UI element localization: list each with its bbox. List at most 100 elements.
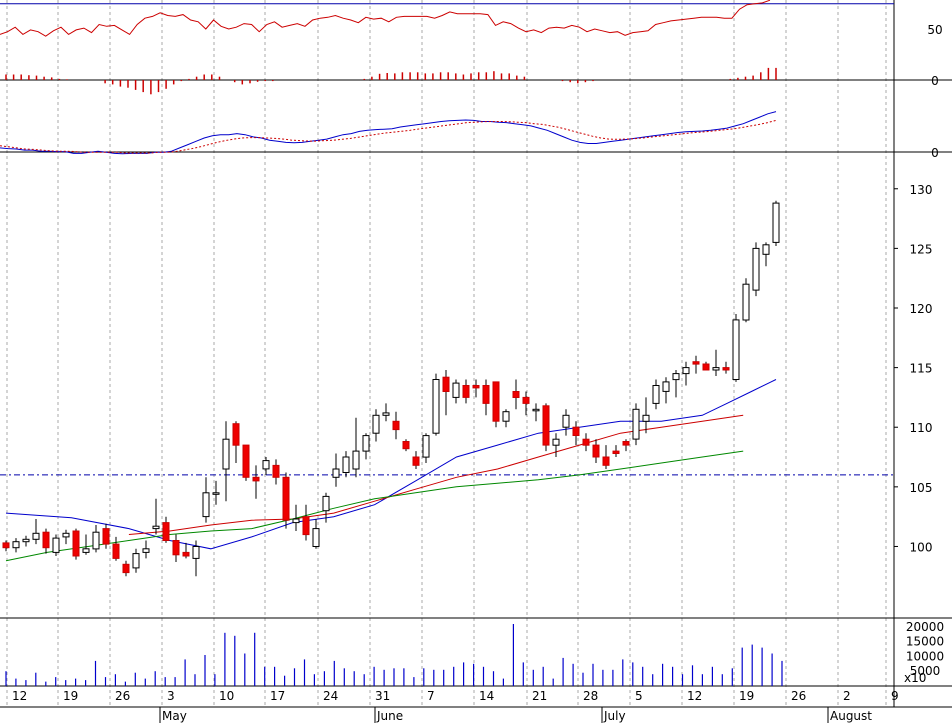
candle-body [222,438,230,470]
candle-body [232,423,240,446]
candle-body [272,464,280,478]
candle-body [152,525,160,530]
candle-body [712,367,720,371]
x-month-label: June [376,709,403,723]
candle-body [722,367,730,371]
candle-body [132,553,140,569]
candle-body [12,541,20,549]
candle-body [442,376,450,393]
candle-body [552,438,560,446]
x-tick-day-label: 12 [687,689,702,703]
candle-body [772,202,780,243]
candle-body [422,435,430,458]
candle-body [252,476,260,482]
candle-body [402,441,410,450]
candle-body [372,414,380,434]
x-tick-day-label: 2 [843,689,851,703]
x-tick-day-label: 21 [532,689,547,703]
macd-panel: 0 [0,111,939,160]
candle-body [102,528,110,545]
candle-body [612,450,620,455]
axis-labels: 12 19 26 3 10 17 24 31 7 14 21 28 5 12 19 26 2 9 May June Ju… [12,689,899,723]
candle-body [702,363,710,371]
volume-multiplier: x10 [904,671,926,685]
candle-body [432,379,440,434]
candle-body [622,441,630,446]
grid-lines [6,0,887,707]
candle-body [282,476,290,521]
candle-body [582,438,590,446]
x-tick-day-label: 19 [63,689,78,703]
candle-body [92,531,100,550]
candle-body [322,495,330,512]
moving-average-line [5,450,744,562]
candle-body [472,385,480,389]
candle-body [162,522,170,541]
macd-histogram-panel: 0 [5,67,939,95]
rsi-tick-50: 50 [927,23,942,37]
macd-signal-line [0,119,777,154]
hist-tick-0: 0 [931,74,939,88]
x-tick-day-label: 7 [427,689,435,703]
volume-tick-label: 10000 [906,649,944,663]
candle-body [172,540,180,556]
candle-body [302,516,310,536]
x-tick-day-label: 24 [323,689,338,703]
x-month-label: July [603,709,626,723]
candle-body [642,414,650,422]
candle-body [682,367,690,375]
candle-body [182,551,190,557]
price-tick-label: 105 [910,481,933,495]
rsi-panel: 50 [0,0,943,37]
candle-body [562,414,570,428]
candle-body [502,411,510,422]
candle-body [82,548,90,553]
candle-body [52,537,60,553]
candle-body [522,396,530,404]
candle-body [662,381,670,392]
volume-tick-label: 15000 [906,635,944,649]
candle-body [42,531,50,549]
x-tick-day-label: 10 [219,689,234,703]
candle-body [632,408,640,440]
candle-body [492,381,500,422]
x-tick-day-label: 3 [167,689,175,703]
candle-body [602,456,610,466]
candle-body [742,283,750,321]
candle-body [692,361,700,365]
candle-body [22,538,30,543]
price-tick-label: 120 [910,302,933,316]
candle-body [732,319,740,380]
x-tick-day-label: 5 [635,689,643,703]
price-tick-label: 115 [910,362,933,376]
candle-body [762,244,770,255]
candle-body [342,456,350,473]
price-panel: 100 105 110 115 120 125 130 [0,183,932,577]
x-tick-day-label: 17 [270,689,285,703]
candle-body [512,391,520,398]
candle-body [352,450,360,470]
candle-body [32,532,40,540]
candle-body [382,412,390,416]
candle-body [242,444,250,478]
candle-body [192,546,200,559]
candle-body [202,492,210,518]
candle-body [112,543,120,559]
price-tick-label: 130 [910,183,933,197]
x-month-label: August [830,709,872,723]
candle-body [452,382,460,398]
candle-body [592,444,600,458]
x-tick-day-label: 12 [12,689,27,703]
candle-body [142,548,150,553]
candle-body [672,373,680,381]
x-tick-day-label: 26 [791,689,806,703]
x-tick-day-label: 9 [891,689,899,703]
candle-body [362,435,370,452]
candle-body [332,468,340,478]
candle-body [412,456,420,466]
candle-body [212,492,220,495]
candle-body [292,518,300,524]
